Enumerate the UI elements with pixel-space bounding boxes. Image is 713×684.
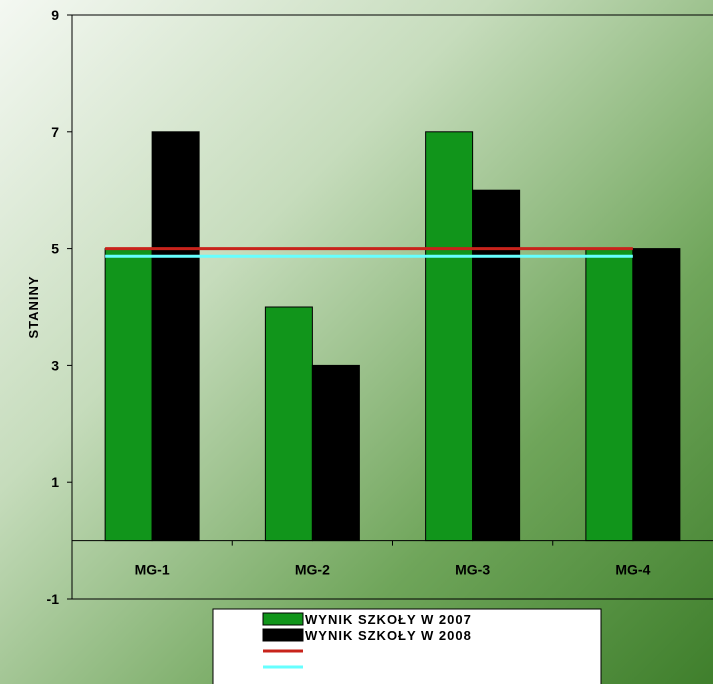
legend-swatch [262,628,304,642]
legend-label: WYNIK SZKOŁY W 2007 [305,612,472,627]
bar-mg-1-series-2 [151,131,200,542]
bar-mg-2-series-2 [311,364,360,542]
bars [104,131,681,542]
y-tick-label: 1 [51,474,59,490]
y-tick-label: 7 [51,124,59,140]
reference-lines [105,247,633,258]
y-ticks: 9 7 5 3 1 -1 [47,7,72,607]
y-tick-label: -1 [47,591,60,607]
bar-mg-4-series-2 [632,248,681,542]
x-axis: MG-1 MG-2 MG-3 MG-4 [72,540,713,578]
bar-mg-3-series-2 [472,189,521,542]
bar-mg-4-series-1 [585,248,634,542]
legend-swatch [262,612,304,626]
y-axis-label: STANINY [26,275,41,338]
bar-mg-2-series-1 [264,306,313,542]
x-tick-label: MG-2 [295,562,330,578]
legend-label: WYNIK SZKOŁY W 2008 [305,628,472,643]
legend-label: ŚREDNIA W KRAJU W 2008 [305,660,498,675]
x-tick-label: MG-3 [455,562,490,578]
y-tick-label: 9 [51,7,59,23]
x-tick-label: MG-4 [615,562,650,578]
plot-area: 9 7 5 3 1 -1 MG-1 MG-2 MG-3 MG-4 STANINY [26,7,713,607]
bar-mg-1-series-1 [104,248,153,542]
legend-label: ŚREDNIA W KRAJU W 2007 [305,644,498,659]
y-tick-label: 5 [51,241,59,257]
x-tick-label: MG-1 [135,562,170,578]
y-tick-label: 3 [51,357,59,373]
bar-mg-3-series-1 [425,131,474,542]
